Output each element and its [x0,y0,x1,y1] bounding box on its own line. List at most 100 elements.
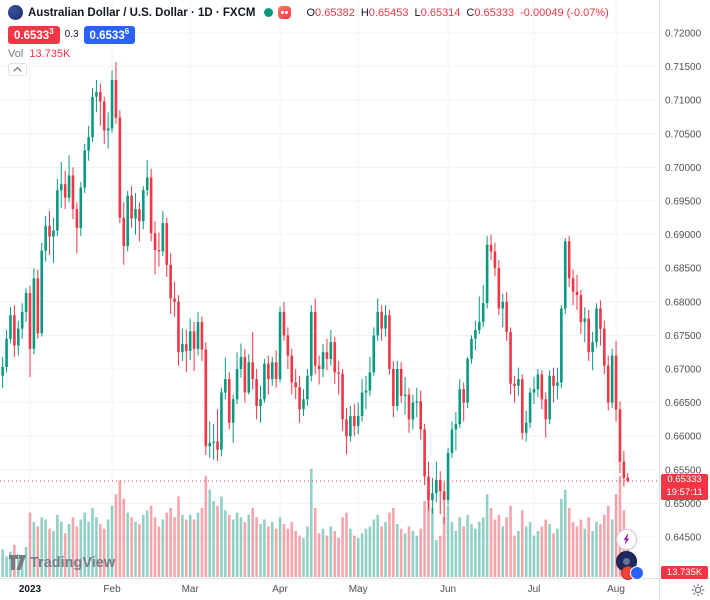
candle-body [380,311,383,329]
volume-bar [493,519,497,577]
volume-bar [388,512,391,577]
candle-body [278,311,282,380]
volume-bar [587,517,590,577]
volume-bar [235,512,239,577]
volume-bar [560,498,563,577]
volume-bar [341,517,344,577]
volume-bar [1,549,4,577]
candle-body [157,250,161,252]
time-tick-label: Jun [440,584,456,595]
symbol-logo-icon [8,5,23,20]
blue-circle-icon [630,566,644,580]
candle-body [509,332,512,384]
volume-bar [466,514,469,577]
minds-icon[interactable] [278,6,292,19]
candle-body [153,233,157,251]
candle-body [302,399,305,410]
candle-body [524,422,528,433]
candle-body [196,321,200,349]
volume-legend: Vol 13.735K [8,48,70,60]
candle-body [591,342,594,353]
volume-bar [263,519,266,577]
gear-icon[interactable] [690,583,706,599]
candle-body [552,375,555,386]
candle-body [356,416,360,427]
bid-ask-row: 0.65333 0.3 0.65336 [8,26,136,44]
candle-body [286,335,290,356]
candle-body [431,493,434,501]
volume-bar [603,514,606,577]
volume-bar [270,521,274,577]
market-status-dot-icon[interactable] [264,8,274,17]
overlapping-circles-icon[interactable] [621,566,644,580]
tradingview-logo[interactable]: TradingView [8,554,115,571]
ask-price-button[interactable]: 0.65336 [83,26,136,44]
candle-body [595,308,598,343]
volume-bar [79,519,83,577]
volume-bar [481,517,485,577]
volume-bar [364,528,368,577]
candle-body [536,374,540,390]
candle-body [349,416,352,437]
volume-bar [243,521,247,577]
candle-body [87,137,90,151]
chevron-up-icon [13,66,22,72]
time-tick-label: May [349,584,368,595]
volume-bar [196,512,200,577]
volume-bar [450,521,454,577]
candle-body [364,390,368,393]
candle-body [610,355,614,403]
candle-body [118,117,122,218]
close-label: C [466,6,475,19]
volume-bar [313,508,317,577]
candle-body [177,301,180,353]
volume-bar [161,519,165,577]
volume-bar [130,517,133,577]
lightning-button[interactable] [616,529,637,550]
current-price-label: 0.65333 19:57:11 [661,474,708,501]
volume-bar [317,533,321,577]
candle-body [556,382,559,386]
volume-bar [149,505,153,577]
candle-body [122,217,126,247]
candle-body [481,303,485,322]
volume-bar [337,537,340,577]
price-tick-label: 0.68500 [665,264,702,275]
bid-price-button[interactable]: 0.65333 [8,26,60,44]
bid-main: 0.6533 [14,29,50,42]
candle-body [44,225,47,251]
time-tick-label: Aug [607,584,625,595]
symbol-title[interactable]: Australian Dollar / U.S. Dollar · 1D · F… [28,6,256,19]
candle-body [259,399,262,406]
candle-body [71,175,75,210]
candle-body [161,223,165,252]
candle-body [169,264,172,299]
legend-collapse-button[interactable] [8,63,27,76]
candle-body [517,379,520,386]
change-value: -0.00049 (-0.07%) [520,6,609,19]
volume-bar [286,528,290,577]
volume-bar [380,526,383,577]
volume-bar [407,526,411,577]
volume-bar [505,517,508,577]
candle-body [173,298,176,302]
volume-bar [48,528,51,577]
volume-bar [333,531,337,577]
volume-bar [20,558,24,577]
volume-bar [142,514,145,577]
candle-body [528,392,532,423]
price-tick-label: 0.67500 [665,331,702,342]
spread-value: 0.3 [64,29,79,41]
volume-bar [56,514,59,577]
volume-bar [118,480,122,577]
volume-bar [575,526,579,577]
high-value: 0.65453 [368,6,409,19]
candle-body [501,301,505,309]
volume-bar [513,535,516,577]
candle-body [462,389,465,403]
volume-bar [282,524,286,577]
candle-body [212,441,215,443]
volume-bar [251,508,254,577]
